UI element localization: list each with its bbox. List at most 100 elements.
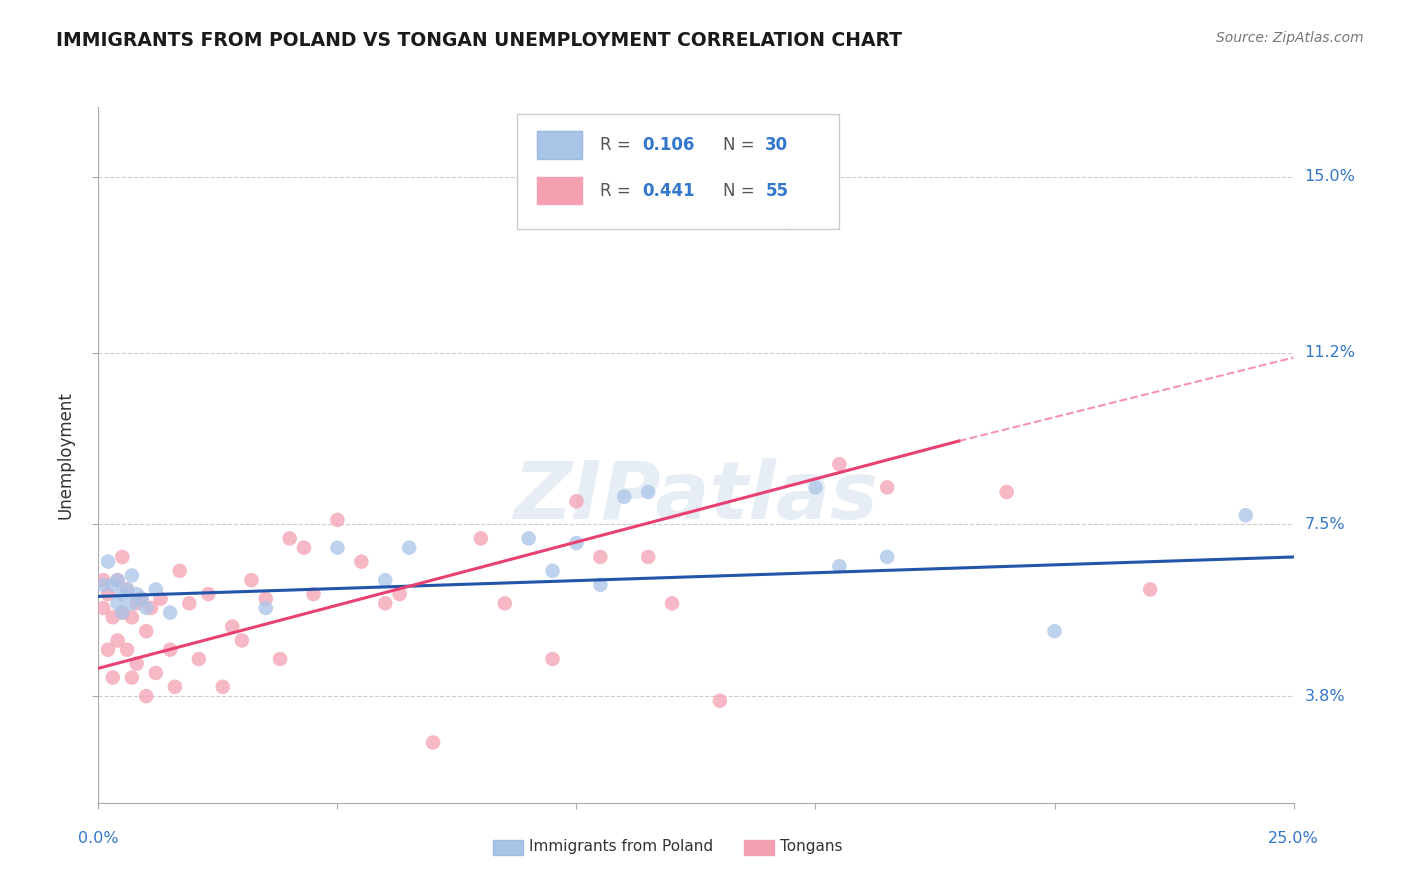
- Point: [292, 541, 315, 555]
- Text: 30: 30: [765, 136, 789, 154]
- Point: [163, 680, 186, 694]
- Point: [541, 564, 564, 578]
- Text: 15.0%: 15.0%: [1305, 169, 1355, 184]
- Point: [159, 606, 181, 620]
- Point: [398, 541, 420, 555]
- Point: [135, 601, 157, 615]
- Point: [661, 596, 683, 610]
- Point: [121, 671, 143, 685]
- Point: [197, 587, 219, 601]
- Point: [101, 671, 124, 685]
- Point: [187, 652, 209, 666]
- Point: [876, 549, 898, 564]
- Point: [804, 480, 827, 494]
- Text: 0.0%: 0.0%: [79, 830, 118, 846]
- Text: N =: N =: [724, 136, 761, 154]
- Point: [613, 490, 636, 504]
- Text: R =: R =: [600, 136, 637, 154]
- Point: [169, 564, 191, 578]
- Point: [139, 601, 162, 615]
- Text: 3.8%: 3.8%: [1305, 689, 1346, 704]
- Point: [101, 610, 124, 624]
- Point: [135, 624, 157, 639]
- Point: [637, 549, 659, 564]
- Point: [350, 555, 373, 569]
- Point: [780, 216, 803, 230]
- Point: [107, 596, 129, 610]
- Bar: [494, 839, 523, 855]
- Point: [326, 513, 349, 527]
- Point: [149, 591, 172, 606]
- Point: [470, 532, 492, 546]
- Text: IMMIGRANTS FROM POLAND VS TONGAN UNEMPLOYMENT CORRELATION CHART: IMMIGRANTS FROM POLAND VS TONGAN UNEMPLO…: [56, 31, 903, 50]
- Point: [637, 485, 659, 500]
- Point: [589, 549, 612, 564]
- Point: [91, 578, 114, 592]
- Point: [565, 494, 588, 508]
- Point: [107, 573, 129, 587]
- Point: [876, 480, 898, 494]
- Text: R =: R =: [600, 182, 637, 200]
- Point: [125, 587, 148, 601]
- Point: [107, 573, 129, 587]
- Point: [97, 642, 120, 657]
- Point: [494, 596, 516, 610]
- Point: [115, 582, 138, 597]
- Point: [91, 601, 114, 615]
- Text: 0.106: 0.106: [643, 136, 695, 154]
- Point: [111, 587, 134, 601]
- Text: Immigrants from Poland: Immigrants from Poland: [529, 839, 713, 855]
- Point: [374, 573, 396, 587]
- Text: 0.441: 0.441: [643, 182, 695, 200]
- Text: Source: ZipAtlas.com: Source: ZipAtlas.com: [1216, 31, 1364, 45]
- Text: Tongans: Tongans: [779, 839, 842, 855]
- Point: [231, 633, 253, 648]
- Point: [1234, 508, 1257, 523]
- Y-axis label: Unemployment: Unemployment: [56, 391, 75, 519]
- Text: ZIPatlas: ZIPatlas: [513, 458, 879, 536]
- Point: [97, 587, 120, 601]
- Point: [107, 633, 129, 648]
- Point: [131, 591, 153, 606]
- Point: [159, 642, 181, 657]
- Bar: [537, 177, 582, 204]
- Point: [589, 578, 612, 592]
- Point: [97, 555, 120, 569]
- Point: [135, 689, 157, 703]
- Point: [1043, 624, 1066, 639]
- Point: [145, 665, 167, 680]
- Point: [125, 657, 148, 671]
- Point: [254, 591, 277, 606]
- Point: [145, 582, 167, 597]
- Text: N =: N =: [724, 182, 761, 200]
- Bar: [744, 839, 773, 855]
- Point: [828, 559, 851, 574]
- Point: [111, 606, 134, 620]
- Text: 55: 55: [765, 182, 789, 200]
- Point: [131, 591, 153, 606]
- Point: [240, 573, 263, 587]
- Point: [709, 694, 731, 708]
- Point: [179, 596, 201, 610]
- Point: [302, 587, 325, 601]
- Point: [111, 549, 134, 564]
- Point: [115, 582, 138, 597]
- Point: [995, 485, 1018, 500]
- Point: [1139, 582, 1161, 597]
- Point: [565, 536, 588, 550]
- Point: [221, 619, 243, 633]
- Point: [422, 735, 444, 749]
- Point: [374, 596, 396, 610]
- Point: [121, 596, 143, 610]
- Point: [388, 587, 411, 601]
- FancyBboxPatch shape: [517, 114, 839, 229]
- Point: [91, 573, 114, 587]
- Text: 25.0%: 25.0%: [1268, 830, 1319, 846]
- Point: [541, 652, 564, 666]
- Point: [121, 610, 143, 624]
- Text: 7.5%: 7.5%: [1305, 517, 1346, 532]
- Point: [211, 680, 233, 694]
- Point: [517, 532, 540, 546]
- Point: [111, 606, 134, 620]
- Point: [254, 601, 277, 615]
